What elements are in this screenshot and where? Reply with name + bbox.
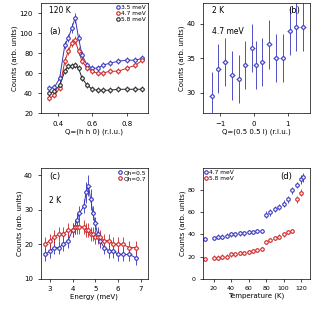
Text: 2 K: 2 K [212, 7, 224, 15]
Y-axis label: Counts (arb. units): Counts (arb. units) [178, 25, 185, 91]
Legend: Qh=0.5, Qh=0.7: Qh=0.5, Qh=0.7 [119, 170, 146, 182]
X-axis label: Energy (meV): Energy (meV) [70, 294, 118, 300]
Legend: 3.5 meV, 4.7 meV, 5.8 meV: 3.5 meV, 4.7 meV, 5.8 meV [116, 4, 146, 23]
Text: (d): (d) [280, 172, 292, 181]
Y-axis label: Counts (arb. units): Counts (arb. units) [12, 25, 18, 91]
X-axis label: Q=(0.5 0.5 l) (r.l.u.): Q=(0.5 0.5 l) (r.l.u.) [222, 128, 291, 135]
Text: (a): (a) [49, 27, 61, 36]
X-axis label: Temperature (K): Temperature (K) [228, 293, 285, 299]
Text: 2 K: 2 K [49, 196, 61, 205]
X-axis label: Q=(h h 0) (r.l.u.): Q=(h h 0) (r.l.u.) [65, 128, 123, 135]
Text: (b): (b) [289, 7, 300, 15]
Y-axis label: Counts (arb. units): Counts (arb. units) [16, 191, 23, 256]
Text: 120 K: 120 K [49, 7, 71, 15]
Y-axis label: Counts (arb. units): Counts (arb. units) [180, 191, 186, 256]
Text: 4.7 meV: 4.7 meV [212, 27, 243, 36]
Legend: 4.7 meV, 5.8 meV: 4.7 meV, 5.8 meV [204, 170, 234, 182]
Text: (c): (c) [49, 172, 60, 181]
